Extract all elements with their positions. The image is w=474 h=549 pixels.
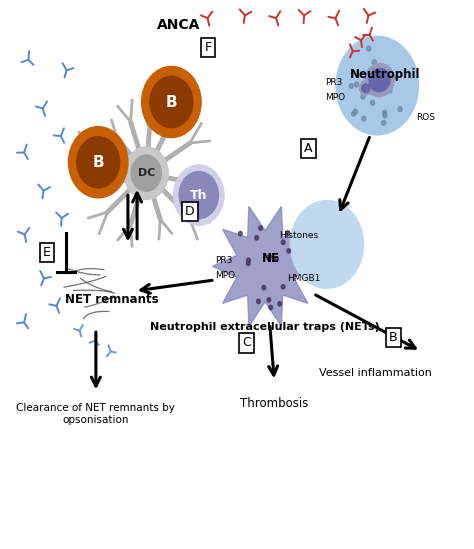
Text: ROS: ROS	[416, 113, 435, 122]
Text: PR3: PR3	[215, 256, 232, 265]
Circle shape	[290, 200, 364, 288]
Text: DC: DC	[137, 168, 155, 178]
Circle shape	[278, 302, 282, 306]
Circle shape	[238, 232, 242, 236]
Circle shape	[68, 127, 128, 198]
Circle shape	[287, 249, 291, 253]
Ellipse shape	[359, 82, 372, 95]
Text: E: E	[43, 246, 51, 259]
Text: Neutrophil extracellular traps (NETs): Neutrophil extracellular traps (NETs)	[150, 322, 380, 332]
Text: D: D	[185, 205, 194, 218]
Text: Histones: Histones	[279, 231, 318, 240]
Text: PR3: PR3	[325, 79, 342, 87]
Circle shape	[286, 231, 290, 235]
Circle shape	[179, 172, 219, 219]
Circle shape	[371, 100, 374, 105]
Text: A: A	[304, 142, 313, 155]
Circle shape	[124, 147, 168, 199]
Text: Clearance of NET remnants by
opsonisation: Clearance of NET remnants by opsonisatio…	[17, 404, 175, 425]
Circle shape	[382, 120, 386, 125]
Text: B: B	[165, 94, 177, 109]
Text: NET remnants: NET remnants	[65, 293, 159, 306]
Circle shape	[336, 36, 419, 135]
Text: MPO: MPO	[215, 271, 235, 280]
Circle shape	[349, 83, 353, 88]
Circle shape	[281, 284, 285, 289]
Ellipse shape	[362, 84, 370, 93]
Circle shape	[274, 256, 278, 261]
Circle shape	[353, 109, 357, 114]
Circle shape	[366, 46, 371, 51]
Circle shape	[383, 113, 387, 117]
Text: Vessel inflammation: Vessel inflammation	[319, 368, 432, 378]
Text: ANCA: ANCA	[156, 18, 200, 32]
Text: Neutrophil: Neutrophil	[350, 68, 421, 81]
Circle shape	[372, 60, 376, 65]
Text: B: B	[389, 331, 398, 344]
Circle shape	[259, 226, 263, 230]
Circle shape	[262, 285, 265, 290]
Circle shape	[269, 305, 273, 310]
Circle shape	[131, 155, 161, 191]
Circle shape	[391, 75, 395, 80]
Text: C: C	[243, 337, 251, 350]
Circle shape	[142, 66, 201, 138]
Circle shape	[362, 81, 366, 86]
Circle shape	[361, 94, 365, 99]
Circle shape	[382, 66, 386, 71]
Polygon shape	[212, 206, 318, 326]
Circle shape	[383, 110, 387, 115]
Circle shape	[282, 240, 285, 244]
Circle shape	[246, 258, 250, 262]
Circle shape	[267, 298, 271, 302]
Circle shape	[398, 107, 402, 111]
Text: F: F	[204, 41, 211, 54]
Text: NE: NE	[262, 251, 280, 265]
Text: B: B	[92, 155, 104, 170]
Text: Thrombosis: Thrombosis	[240, 397, 309, 410]
Ellipse shape	[369, 69, 390, 92]
Ellipse shape	[365, 64, 394, 97]
Circle shape	[352, 111, 356, 116]
Circle shape	[355, 82, 359, 87]
Circle shape	[77, 137, 119, 188]
Circle shape	[388, 88, 392, 93]
Circle shape	[173, 165, 224, 225]
Circle shape	[150, 76, 193, 127]
Circle shape	[256, 299, 260, 304]
Circle shape	[362, 116, 366, 121]
Text: MPO: MPO	[325, 93, 345, 102]
Circle shape	[268, 255, 271, 259]
Text: Th: Th	[190, 189, 208, 201]
Circle shape	[255, 236, 258, 240]
Circle shape	[246, 261, 250, 266]
Text: HMGB1: HMGB1	[288, 274, 321, 283]
